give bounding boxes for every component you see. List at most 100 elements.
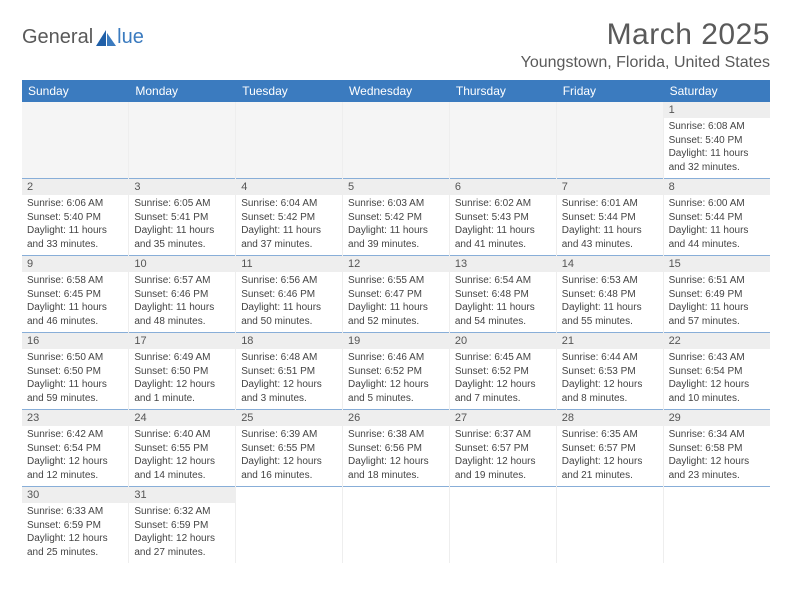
day-number: 26 <box>343 410 449 426</box>
daylight-text: Daylight: 12 hours and 27 minutes. <box>134 532 230 559</box>
sunrise-text: Sunrise: 6:54 AM <box>455 274 551 288</box>
calendar-day-cell: 13Sunrise: 6:54 AMSunset: 6:48 PMDayligh… <box>449 256 556 333</box>
sunrise-text: Sunrise: 6:35 AM <box>562 428 658 442</box>
sunset-text: Sunset: 6:47 PM <box>348 288 444 302</box>
day-info: Sunrise: 6:03 AMSunset: 5:42 PMDaylight:… <box>343 195 449 255</box>
day-number: 18 <box>236 333 342 349</box>
day-info: Sunrise: 6:49 AMSunset: 6:50 PMDaylight:… <box>129 349 235 409</box>
sunset-text: Sunset: 5:44 PM <box>669 211 765 225</box>
sunset-text: Sunset: 6:57 PM <box>455 442 551 456</box>
calendar-day-cell <box>556 102 663 179</box>
sunset-text: Sunset: 5:43 PM <box>455 211 551 225</box>
day-info: Sunrise: 6:43 AMSunset: 6:54 PMDaylight:… <box>664 349 770 409</box>
daylight-text: Daylight: 12 hours and 12 minutes. <box>27 455 123 482</box>
sunrise-text: Sunrise: 6:38 AM <box>348 428 444 442</box>
calendar-day-cell <box>343 487 450 564</box>
daylight-text: Daylight: 11 hours and 46 minutes. <box>27 301 123 328</box>
sunset-text: Sunset: 6:53 PM <box>562 365 658 379</box>
day-info: Sunrise: 6:40 AMSunset: 6:55 PMDaylight:… <box>129 426 235 486</box>
day-info: Sunrise: 6:32 AMSunset: 6:59 PMDaylight:… <box>129 503 235 563</box>
sunset-text: Sunset: 5:42 PM <box>348 211 444 225</box>
calendar-day-cell: 7Sunrise: 6:01 AMSunset: 5:44 PMDaylight… <box>556 179 663 256</box>
weekday-header-row: Sunday Monday Tuesday Wednesday Thursday… <box>22 80 770 102</box>
daylight-text: Daylight: 12 hours and 5 minutes. <box>348 378 444 405</box>
header-row: General lue March 2025 <box>22 18 770 52</box>
sunrise-text: Sunrise: 6:42 AM <box>27 428 123 442</box>
calendar-day-cell: 15Sunrise: 6:51 AMSunset: 6:49 PMDayligh… <box>663 256 770 333</box>
day-info: Sunrise: 6:58 AMSunset: 6:45 PMDaylight:… <box>22 272 128 332</box>
calendar-day-cell <box>449 487 556 564</box>
calendar-day-cell <box>343 102 450 179</box>
day-number: 16 <box>22 333 128 349</box>
sunset-text: Sunset: 6:55 PM <box>134 442 230 456</box>
sunset-text: Sunset: 5:41 PM <box>134 211 230 225</box>
day-info: Sunrise: 6:02 AMSunset: 5:43 PMDaylight:… <box>450 195 556 255</box>
daylight-text: Daylight: 11 hours and 59 minutes. <box>27 378 123 405</box>
day-number: 17 <box>129 333 235 349</box>
day-number: 9 <box>22 256 128 272</box>
sunrise-text: Sunrise: 6:32 AM <box>134 505 230 519</box>
sunrise-text: Sunrise: 6:06 AM <box>27 197 123 211</box>
calendar-day-cell: 24Sunrise: 6:40 AMSunset: 6:55 PMDayligh… <box>129 410 236 487</box>
calendar-day-cell: 9Sunrise: 6:58 AMSunset: 6:45 PMDaylight… <box>22 256 129 333</box>
daylight-text: Daylight: 12 hours and 7 minutes. <box>455 378 551 405</box>
day-info: Sunrise: 6:06 AMSunset: 5:40 PMDaylight:… <box>22 195 128 255</box>
daylight-text: Daylight: 12 hours and 25 minutes. <box>27 532 123 559</box>
weekday-header: Monday <box>129 80 236 102</box>
day-info: Sunrise: 6:51 AMSunset: 6:49 PMDaylight:… <box>664 272 770 332</box>
day-number: 28 <box>557 410 663 426</box>
weekday-header: Tuesday <box>236 80 343 102</box>
sunrise-text: Sunrise: 6:49 AM <box>134 351 230 365</box>
day-number: 3 <box>129 179 235 195</box>
day-info: Sunrise: 6:35 AMSunset: 6:57 PMDaylight:… <box>557 426 663 486</box>
day-number: 21 <box>557 333 663 349</box>
calendar-day-cell: 18Sunrise: 6:48 AMSunset: 6:51 PMDayligh… <box>236 333 343 410</box>
daylight-text: Daylight: 11 hours and 35 minutes. <box>134 224 230 251</box>
day-info: Sunrise: 6:57 AMSunset: 6:46 PMDaylight:… <box>129 272 235 332</box>
calendar-day-cell: 20Sunrise: 6:45 AMSunset: 6:52 PMDayligh… <box>449 333 556 410</box>
day-info: Sunrise: 6:55 AMSunset: 6:47 PMDaylight:… <box>343 272 449 332</box>
sunset-text: Sunset: 6:45 PM <box>27 288 123 302</box>
daylight-text: Daylight: 11 hours and 37 minutes. <box>241 224 337 251</box>
calendar-day-cell: 6Sunrise: 6:02 AMSunset: 5:43 PMDaylight… <box>449 179 556 256</box>
daylight-text: Daylight: 11 hours and 55 minutes. <box>562 301 658 328</box>
day-info: Sunrise: 6:56 AMSunset: 6:46 PMDaylight:… <box>236 272 342 332</box>
day-info: Sunrise: 6:33 AMSunset: 6:59 PMDaylight:… <box>22 503 128 563</box>
sunrise-text: Sunrise: 6:51 AM <box>669 274 765 288</box>
daylight-text: Daylight: 12 hours and 21 minutes. <box>562 455 658 482</box>
daylight-text: Daylight: 11 hours and 41 minutes. <box>455 224 551 251</box>
day-info: Sunrise: 6:53 AMSunset: 6:48 PMDaylight:… <box>557 272 663 332</box>
day-info: Sunrise: 6:01 AMSunset: 5:44 PMDaylight:… <box>557 195 663 255</box>
calendar-day-cell: 14Sunrise: 6:53 AMSunset: 6:48 PMDayligh… <box>556 256 663 333</box>
day-number: 10 <box>129 256 235 272</box>
day-info: Sunrise: 6:50 AMSunset: 6:50 PMDaylight:… <box>22 349 128 409</box>
daylight-text: Daylight: 11 hours and 57 minutes. <box>669 301 765 328</box>
calendar-day-cell <box>236 487 343 564</box>
calendar-day-cell: 3Sunrise: 6:05 AMSunset: 5:41 PMDaylight… <box>129 179 236 256</box>
day-number: 31 <box>129 487 235 503</box>
calendar-week-row: 9Sunrise: 6:58 AMSunset: 6:45 PMDaylight… <box>22 256 770 333</box>
calendar-day-cell <box>663 487 770 564</box>
day-number: 23 <box>22 410 128 426</box>
weekday-header: Thursday <box>449 80 556 102</box>
sunrise-text: Sunrise: 6:53 AM <box>562 274 658 288</box>
day-number: 20 <box>450 333 556 349</box>
weekday-header: Sunday <box>22 80 129 102</box>
calendar-day-cell: 4Sunrise: 6:04 AMSunset: 5:42 PMDaylight… <box>236 179 343 256</box>
day-number: 7 <box>557 179 663 195</box>
sunset-text: Sunset: 6:48 PM <box>455 288 551 302</box>
month-title: March 2025 <box>607 18 770 52</box>
sunrise-text: Sunrise: 6:04 AM <box>241 197 337 211</box>
calendar-day-cell: 30Sunrise: 6:33 AMSunset: 6:59 PMDayligh… <box>22 487 129 564</box>
day-number: 27 <box>450 410 556 426</box>
sunrise-text: Sunrise: 6:40 AM <box>134 428 230 442</box>
day-number: 2 <box>22 179 128 195</box>
sunset-text: Sunset: 6:54 PM <box>669 365 765 379</box>
calendar-day-cell: 8Sunrise: 6:00 AMSunset: 5:44 PMDaylight… <box>663 179 770 256</box>
calendar-day-cell: 22Sunrise: 6:43 AMSunset: 6:54 PMDayligh… <box>663 333 770 410</box>
sunrise-text: Sunrise: 6:08 AM <box>669 120 765 134</box>
daylight-text: Daylight: 12 hours and 16 minutes. <box>241 455 337 482</box>
calendar-day-cell: 25Sunrise: 6:39 AMSunset: 6:55 PMDayligh… <box>236 410 343 487</box>
daylight-text: Daylight: 11 hours and 43 minutes. <box>562 224 658 251</box>
logo: General lue <box>22 18 144 49</box>
